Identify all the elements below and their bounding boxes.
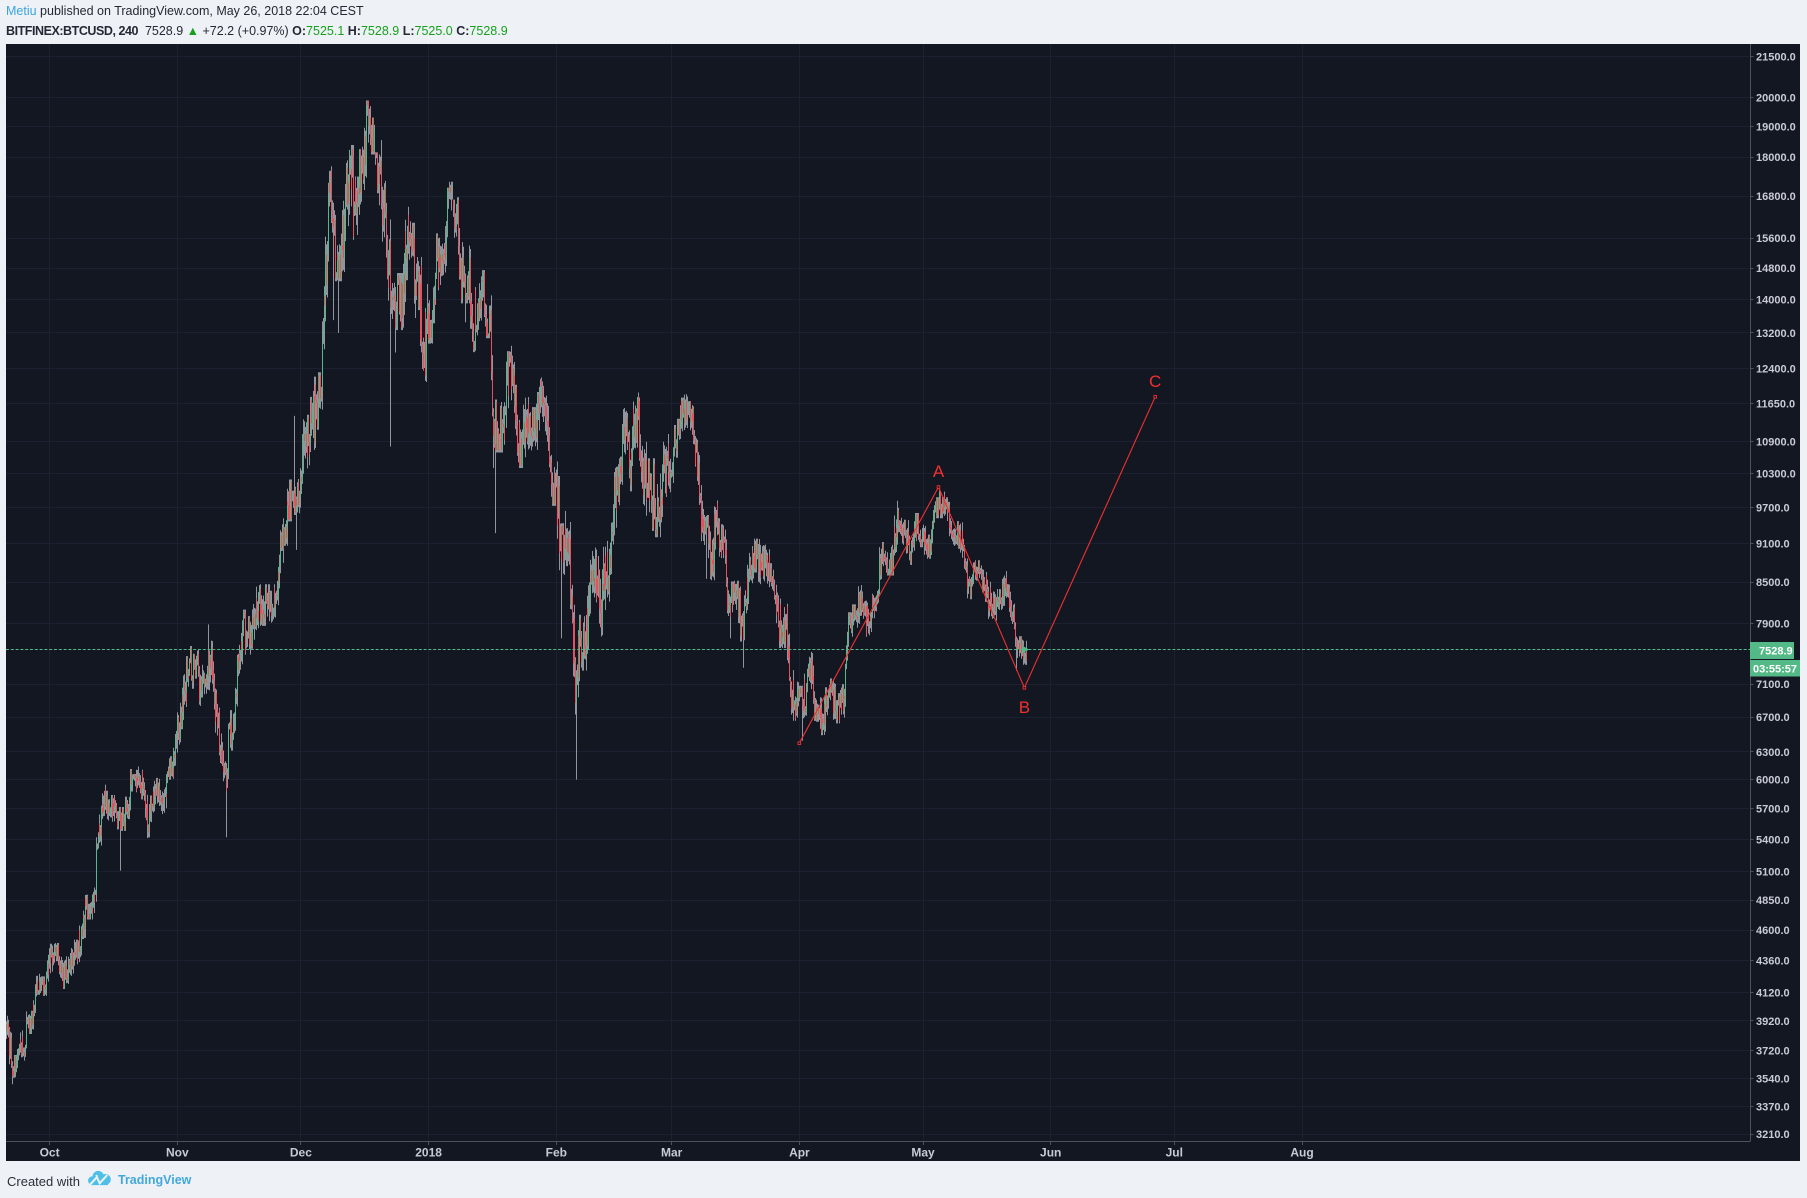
svg-text:Nov: Nov xyxy=(166,1146,189,1160)
svg-text:3370.0: 3370.0 xyxy=(1756,1101,1790,1113)
svg-text:03:55:57: 03:55:57 xyxy=(1753,664,1797,676)
svg-text:21500.0: 21500.0 xyxy=(1756,52,1796,64)
svg-text:Jun: Jun xyxy=(1040,1146,1061,1160)
svg-text:A: A xyxy=(933,462,945,481)
svg-text:18000.0: 18000.0 xyxy=(1756,152,1796,164)
svg-text:5700.0: 5700.0 xyxy=(1756,804,1790,816)
svg-text:13200.0: 13200.0 xyxy=(1756,328,1796,340)
svg-text:6300.0: 6300.0 xyxy=(1756,747,1790,759)
svg-text:8500.0: 8500.0 xyxy=(1756,577,1790,589)
svg-text:12400.0: 12400.0 xyxy=(1756,363,1796,375)
svg-text:Apr: Apr xyxy=(789,1146,810,1160)
svg-text:6000.0: 6000.0 xyxy=(1756,775,1790,787)
svg-text:5400.0: 5400.0 xyxy=(1756,834,1790,846)
svg-text:Feb: Feb xyxy=(546,1146,567,1160)
svg-text:2018: 2018 xyxy=(415,1146,442,1160)
svg-text:Dec: Dec xyxy=(290,1146,312,1160)
svg-text:16800.0: 16800.0 xyxy=(1756,191,1796,203)
svg-text:20000.0: 20000.0 xyxy=(1756,92,1796,104)
svg-text:B: B xyxy=(1019,698,1030,717)
svg-text:Oct: Oct xyxy=(40,1146,60,1160)
svg-text:4360.0: 4360.0 xyxy=(1756,956,1790,968)
svg-text:4850.0: 4850.0 xyxy=(1756,895,1790,907)
svg-text:7900.0: 7900.0 xyxy=(1756,619,1790,631)
svg-text:3540.0: 3540.0 xyxy=(1756,1074,1790,1086)
svg-text:Mar: Mar xyxy=(661,1146,683,1160)
svg-text:9700.0: 9700.0 xyxy=(1756,502,1790,514)
svg-text:3210.0: 3210.0 xyxy=(1756,1129,1790,1141)
svg-text:15600.0: 15600.0 xyxy=(1756,233,1796,245)
svg-text:14800.0: 14800.0 xyxy=(1756,263,1796,275)
svg-text:Jul: Jul xyxy=(1166,1146,1183,1160)
svg-text:11650.0: 11650.0 xyxy=(1756,399,1795,411)
svg-text:7100.0: 7100.0 xyxy=(1756,679,1790,691)
svg-text:Aug: Aug xyxy=(1290,1146,1313,1160)
svg-text:10900.0: 10900.0 xyxy=(1756,436,1796,448)
svg-text:7528.9: 7528.9 xyxy=(1759,646,1793,658)
svg-text:3720.0: 3720.0 xyxy=(1756,1046,1790,1058)
svg-text:3920.0: 3920.0 xyxy=(1756,1016,1790,1028)
svg-text:5100.0: 5100.0 xyxy=(1756,867,1790,879)
svg-text:9100.0: 9100.0 xyxy=(1756,539,1790,551)
svg-text:C: C xyxy=(1149,372,1161,391)
svg-text:6700.0: 6700.0 xyxy=(1756,712,1790,724)
svg-text:May: May xyxy=(911,1146,935,1160)
svg-text:4120.0: 4120.0 xyxy=(1756,988,1790,1000)
svg-text:14000.0: 14000.0 xyxy=(1756,295,1796,307)
svg-text:10300.0: 10300.0 xyxy=(1756,468,1796,480)
svg-text:19000.0: 19000.0 xyxy=(1756,122,1796,134)
svg-text:4600.0: 4600.0 xyxy=(1756,925,1790,937)
